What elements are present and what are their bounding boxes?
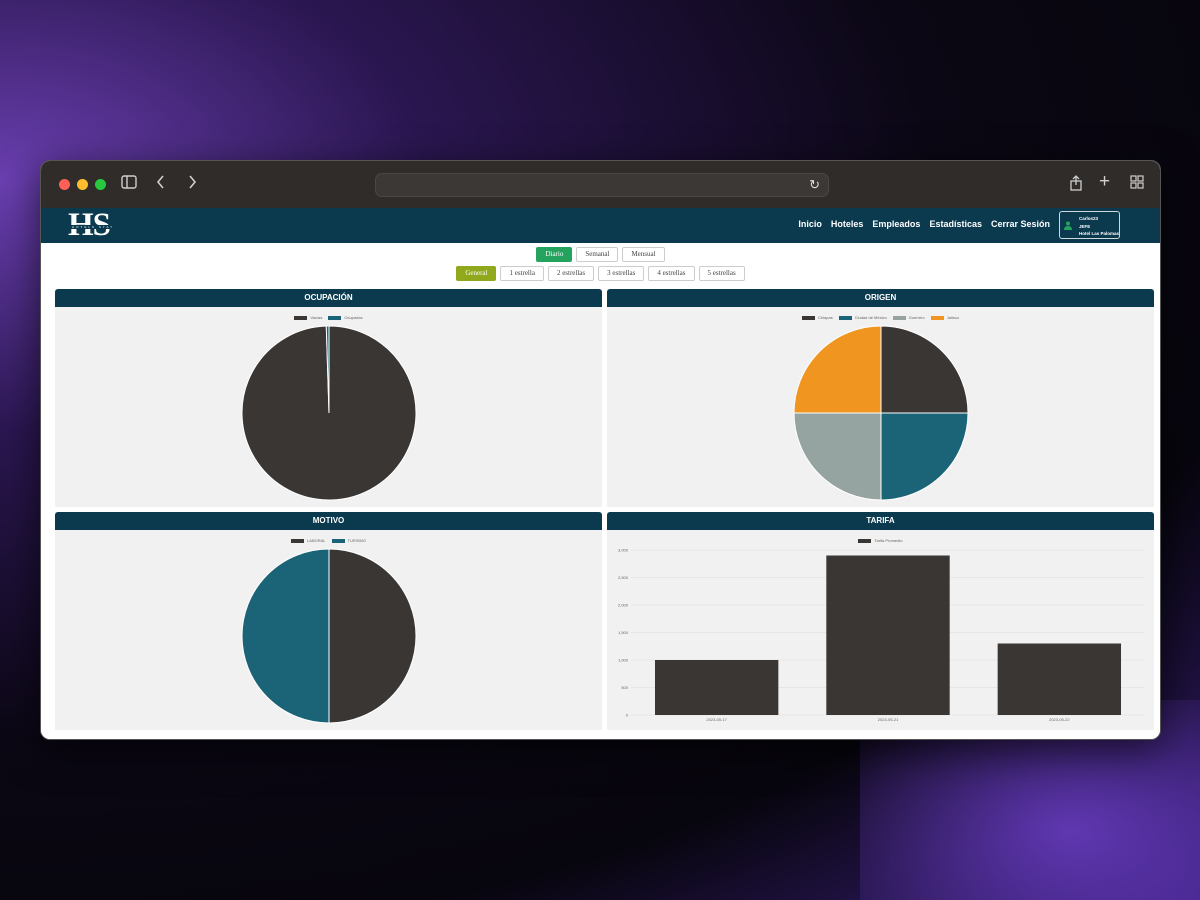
tarifa-y-tick-label: 3,000 xyxy=(618,548,629,553)
motivo-slice-laboral[interactable] xyxy=(328,548,417,724)
window-controls xyxy=(59,179,106,190)
panel-motivo: MOTIVO LABORAL TURISMO xyxy=(55,512,602,730)
ocupacion-pie-chart xyxy=(241,325,417,501)
category-filter: General 1 estrella 2 estrellas 3 estrell… xyxy=(41,266,1160,281)
legend-item-laboral[interactable]: LABORAL xyxy=(291,538,326,543)
motivo-slice-turismo[interactable] xyxy=(241,548,330,724)
period-button-semanal[interactable]: Semanal xyxy=(576,247,619,262)
tarifa-bar-2023-05-21[interactable] xyxy=(826,555,950,716)
site-logo-subtitle: HOTELS STAY xyxy=(71,225,116,229)
address-bar[interactable]: ↻ xyxy=(375,173,829,197)
period-filter: Diario Semanal Mensual xyxy=(41,247,1160,262)
user-name: Carlos23 xyxy=(1079,216,1099,221)
nav-link-estadisticas[interactable]: Estadísticas xyxy=(929,219,982,229)
tarifa-y-tick-label: 2,500 xyxy=(618,575,629,580)
site-navbar: HS HOTELS STAY Inicio Hoteles Empleados … xyxy=(41,208,1160,243)
browser-window: ↻ + HS HOTELS STAY Inicio Hoteles Emplea… xyxy=(40,160,1161,740)
tarifa-legend: Tarifa Promedio xyxy=(607,538,1154,543)
tarifa-y-tick-label: 2,000 xyxy=(618,603,629,608)
nav-link-cerrar-sesion[interactable]: Cerrar Sesión xyxy=(990,219,1050,229)
category-button-4-estrellas[interactable]: 4 estrellas xyxy=(648,266,695,281)
ocupacion-legend: Vacías Ocupadas xyxy=(55,315,602,320)
user-role: JEFE xyxy=(1079,224,1091,229)
ocupacion-slice-ocupadas[interactable] xyxy=(325,325,330,414)
user-icon xyxy=(1064,221,1072,230)
panel-origen: ORIGEN Chiapas Ciudad de México Guerrero… xyxy=(607,289,1154,507)
nav-links: Inicio Hoteles Empleados Estadísticas Ce… xyxy=(798,219,1050,229)
panel-origen-title: ORIGEN xyxy=(607,289,1154,307)
dashboard-content: Diario Semanal Mensual General 1 estrell… xyxy=(41,243,1160,739)
motivo-pie-chart xyxy=(241,548,417,724)
legend-item-ocupadas[interactable]: Ocupadas xyxy=(328,315,363,320)
legend-item-cdmx[interactable]: Ciudad de México xyxy=(838,315,887,320)
legend-item-tarifa-promedio[interactable]: Tarifa Promedio xyxy=(858,538,903,543)
legend-item-jalisco[interactable]: Jalisco xyxy=(930,315,959,320)
origen-slice-ciudad-de-m-xico[interactable] xyxy=(880,412,969,501)
panel-ocupacion: OCUPACIÓN Vacías Ocupadas xyxy=(55,289,602,507)
user-hotel: Hotel Las Palomas xyxy=(1079,231,1120,236)
user-profile-box[interactable]: Carlos23 JEFE Hotel Las Palomas xyxy=(1059,211,1120,239)
period-button-mensual[interactable]: Mensual xyxy=(622,247,665,262)
new-tab-icon[interactable]: + xyxy=(1099,171,1111,192)
category-button-general[interactable]: General xyxy=(456,266,497,281)
legend-item-chiapas[interactable]: Chiapas xyxy=(802,315,833,320)
tarifa-bar-2023-05-22[interactable] xyxy=(997,643,1122,716)
legend-item-guerrero[interactable]: Guerrero xyxy=(892,315,925,320)
maximize-window-button[interactable] xyxy=(95,179,106,190)
panel-tarifa-title: TARIFA xyxy=(607,512,1154,530)
origen-pie-chart xyxy=(793,325,969,501)
panel-motivo-title: MOTIVO xyxy=(55,512,602,530)
motivo-legend: LABORAL TURISMO xyxy=(55,538,602,543)
tarifa-bar-chart: 3,000 2,500 2,000 1,500 1,000 500 0 2023-05-17 2… xyxy=(618,548,1145,722)
tarifa-y-tick-label: 1,000 xyxy=(618,658,629,663)
share-icon[interactable] xyxy=(1069,175,1083,196)
category-button-1-estrella[interactable]: 1 estrella xyxy=(500,266,544,281)
sidebar-toggle-icon[interactable] xyxy=(121,175,137,194)
minimize-window-button[interactable] xyxy=(77,179,88,190)
legend-item-turismo[interactable]: TURISMO xyxy=(331,538,366,543)
close-window-button[interactable] xyxy=(59,179,70,190)
tarifa-bar-2023-05-17[interactable] xyxy=(654,660,779,715)
tarifa-x-tick-label: 2023-05-17 xyxy=(706,717,727,722)
category-button-3-estrellas[interactable]: 3 estrellas xyxy=(598,266,645,281)
back-icon[interactable] xyxy=(156,175,166,194)
nav-link-hoteles[interactable]: Hoteles xyxy=(830,219,864,229)
origen-legend: Chiapas Ciudad de México Guerrero Jalisc… xyxy=(607,315,1154,320)
origen-slice-jalisco[interactable] xyxy=(793,325,882,414)
origen-slice-guerrero[interactable] xyxy=(793,412,882,501)
tarifa-x-tick-label: 2023-05-21 xyxy=(878,717,899,722)
legend-item-vacias[interactable]: Vacías xyxy=(294,315,322,320)
panel-tarifa: TARIFA Tarifa Promedio 3,000 2,500 2,000 1,… xyxy=(607,512,1154,730)
panel-ocupacion-title: OCUPACIÓN xyxy=(55,289,602,307)
category-button-5-estrellas[interactable]: 5 estrellas xyxy=(698,266,745,281)
tab-overview-icon[interactable] xyxy=(1130,175,1144,194)
browser-titlebar: ↻ + xyxy=(41,161,1160,208)
nav-link-empleados[interactable]: Empleados xyxy=(872,219,921,229)
tarifa-y-tick-label: 0 xyxy=(626,713,629,718)
category-button-2-estrellas[interactable]: 2 estrellas xyxy=(547,266,595,281)
tarifa-y-tick-label: 1,500 xyxy=(618,630,629,635)
nav-link-inicio[interactable]: Inicio xyxy=(798,219,822,229)
origen-slice-chiapas[interactable] xyxy=(880,325,969,414)
forward-icon[interactable] xyxy=(187,175,197,194)
tarifa-x-tick-label: 2023-05-22 xyxy=(1049,717,1070,722)
reload-icon[interactable]: ↻ xyxy=(809,177,820,192)
tarifa-y-tick-label: 500 xyxy=(621,685,628,690)
period-button-diario[interactable]: Diario xyxy=(536,247,573,262)
